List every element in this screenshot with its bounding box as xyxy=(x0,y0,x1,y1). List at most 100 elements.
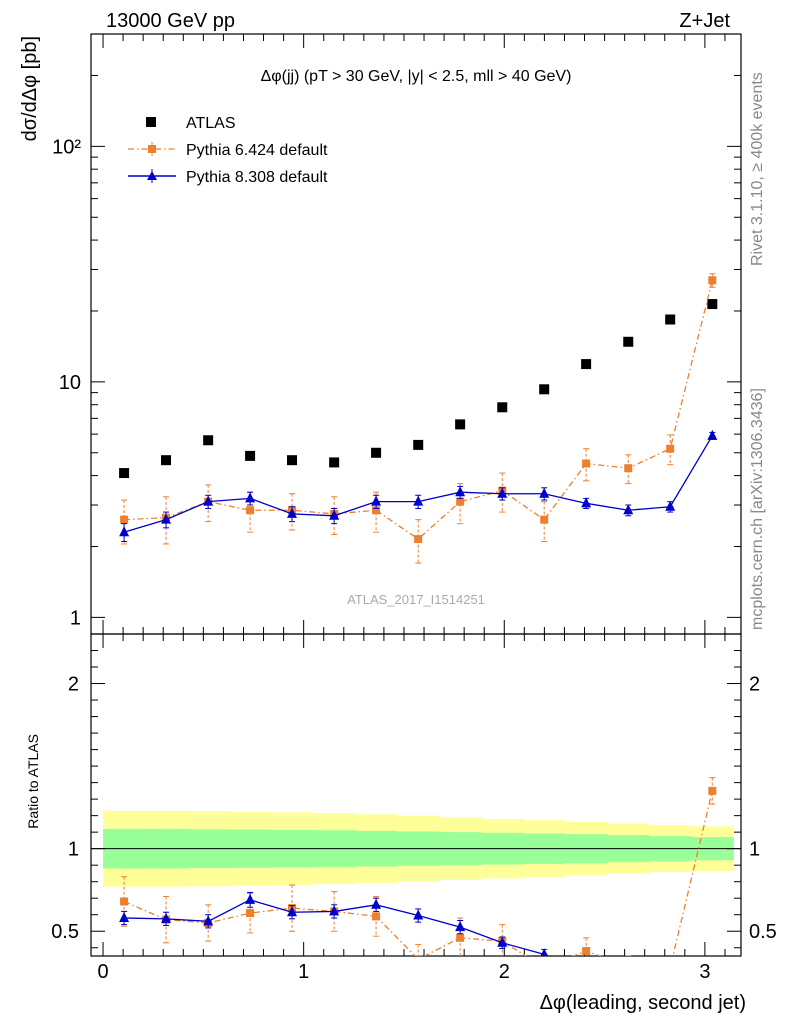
ratio-y-tick-label-right: 2 xyxy=(749,674,760,696)
series-ratio-point xyxy=(582,947,591,956)
series-data-point xyxy=(161,513,172,524)
series-ratio-point xyxy=(624,962,632,970)
atlas-data-point xyxy=(623,336,634,347)
legend: ATLAS Pythia 6.424 default Pythia 8.308 … xyxy=(128,115,328,186)
series-data-point xyxy=(582,459,591,468)
series-ratio-point xyxy=(287,906,298,917)
series-data-point xyxy=(456,497,465,506)
series-data-point xyxy=(539,487,550,498)
mcplots-label: mcplots.cern.ch [arXiv:1306.3436] xyxy=(749,388,766,630)
series-data-point xyxy=(708,276,717,285)
ratio-y-tick-label-left: 1 xyxy=(68,839,79,861)
series-ratio-point xyxy=(665,981,675,991)
series-ratio-triangle xyxy=(119,891,675,991)
series-ratio-point xyxy=(666,964,674,972)
series-ratio-point xyxy=(371,898,382,909)
legend-pythia6-label: Pythia 6.424 default xyxy=(186,142,328,159)
x-tick-label: 0 xyxy=(97,961,108,983)
atlas-data-point xyxy=(581,359,592,370)
series-data-point xyxy=(287,507,298,518)
analysis-id-label: ATLAS_2017_I1514251 xyxy=(347,592,485,607)
ratio-y-tick-label-right: 0.5 xyxy=(749,921,777,943)
series-data-point xyxy=(623,504,634,515)
atlas-data-point xyxy=(455,419,466,430)
series-data-point xyxy=(246,506,255,515)
atlas-data-point xyxy=(497,402,508,413)
series-ratio-point xyxy=(456,933,465,942)
data-series xyxy=(119,273,718,991)
main-y-tick-label: 1 xyxy=(70,607,81,629)
series-ratio-point xyxy=(161,912,172,923)
atlas-data-point xyxy=(161,455,172,466)
atlas-data-point xyxy=(287,455,298,466)
series-ratio-point xyxy=(540,964,548,972)
plot-title: Δφ(jj) (pT > 30 GeV, |y| < 2.5, mll > 40… xyxy=(261,68,572,85)
uncertainty-bands xyxy=(91,810,741,887)
series-ratio-point xyxy=(246,909,255,918)
series-ratio-point xyxy=(455,921,466,932)
series-ratio-point xyxy=(245,893,256,904)
legend-pythia6-marker xyxy=(148,145,156,153)
series-data-point xyxy=(203,495,214,506)
atlas-data-point xyxy=(707,299,718,310)
series-ratio-point xyxy=(540,948,549,956)
x-tick-label: 1 xyxy=(298,961,309,983)
atlas-data-point xyxy=(329,457,340,468)
header-right-label: Z+Jet xyxy=(679,10,730,32)
series-data-point xyxy=(120,515,129,524)
series-data-point xyxy=(707,429,718,440)
rivet-version-label: Rivet 3.1.10, ≥ 400k events xyxy=(749,72,766,266)
series-ratio-point xyxy=(329,905,340,916)
series-ratio-point xyxy=(623,976,633,986)
series-ratio-point xyxy=(414,955,423,956)
legend-atlas-marker xyxy=(146,117,156,127)
series-data-point xyxy=(666,444,675,453)
series-ratio-point xyxy=(581,965,591,975)
series-data-point xyxy=(371,495,382,506)
atlas-data-point xyxy=(413,439,424,450)
atlas-data-point xyxy=(203,435,214,446)
main-y-tick-label: 10² xyxy=(52,136,81,158)
series-data-point xyxy=(540,515,549,524)
atlas-data-point xyxy=(371,447,382,458)
atlas-data-point xyxy=(119,468,130,479)
series-ratio-point xyxy=(203,915,214,926)
ratio-y-tick-label-right: 1 xyxy=(749,839,760,861)
series-data-point xyxy=(119,526,130,537)
series-ratio-point xyxy=(372,912,381,921)
ratio-frame xyxy=(90,633,742,957)
series-data-point xyxy=(581,497,592,508)
series-data-point xyxy=(624,464,633,473)
atlas-data-point xyxy=(245,450,256,461)
atlas-data-point xyxy=(539,384,550,395)
series-main-square xyxy=(120,273,717,564)
legend-pythia8-marker xyxy=(147,171,157,180)
header-left-label: 13000 GeV pp xyxy=(106,10,235,32)
series-ratio-point xyxy=(119,912,130,923)
ratio-y-axis-label: Ratio to ATLAS xyxy=(25,734,41,829)
main-y-tick-label: 10 xyxy=(59,372,81,394)
series-ratio-point xyxy=(708,786,717,795)
atlas-data-point xyxy=(665,314,676,325)
legend-pythia8-label: Pythia 8.308 default xyxy=(186,169,328,186)
x-axis-label: Δφ(leading, second jet) xyxy=(540,992,746,1014)
series-data-point xyxy=(245,492,256,503)
series-data-point xyxy=(497,487,508,498)
series-ratio-point xyxy=(497,936,508,947)
ratio-y-tick-label-left: 2 xyxy=(68,674,79,696)
series-data-point xyxy=(455,486,466,497)
ratio-y-tick-label-left: 0.5 xyxy=(51,921,79,943)
series-data-point xyxy=(372,506,381,515)
series-line xyxy=(123,435,713,533)
series-ratio-point xyxy=(413,909,424,920)
main-y-axis-label: dσ/dΔφ [pb] xyxy=(19,36,41,141)
x-tick-label: 2 xyxy=(499,961,510,983)
series-data-point xyxy=(413,495,424,506)
series-data-point xyxy=(665,500,676,511)
series-main-triangle xyxy=(119,429,718,542)
series-ratio-point xyxy=(120,897,129,906)
legend-atlas-label: ATLAS xyxy=(186,115,236,132)
series-data-point xyxy=(414,535,423,544)
x-tick-label: 3 xyxy=(699,961,710,983)
